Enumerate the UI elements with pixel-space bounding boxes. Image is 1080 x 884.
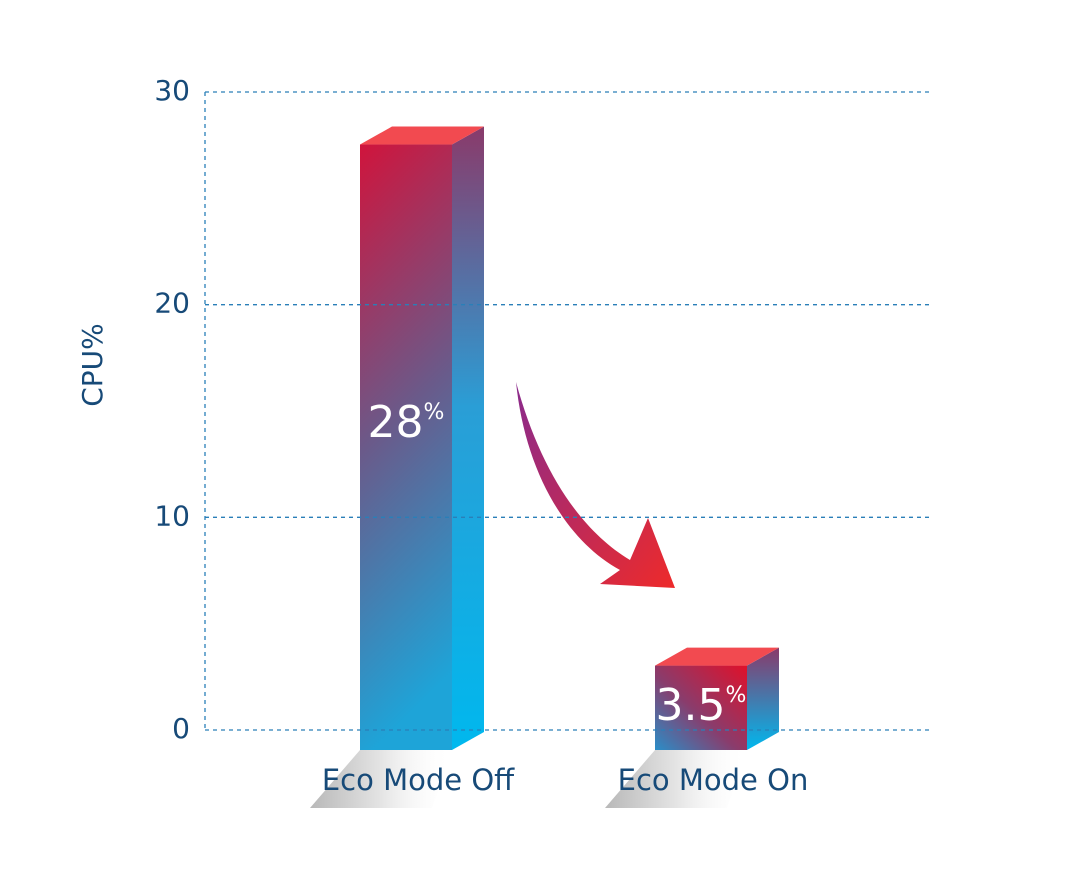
decrease-arrow [516,382,675,588]
x-tick-label: Eco Mode Off [322,763,515,797]
y-tick-label: 0 [172,712,190,745]
value-label: 28% [368,397,445,448]
bar-front [655,665,747,750]
bar-top [360,126,484,145]
x-tick-label: Eco Mode On [618,763,809,797]
bar-side [452,126,484,751]
bar-shadow [605,750,747,808]
bar-shadow [310,750,452,808]
y-axis-label: CPU% [76,323,109,407]
value-label: 3.5% [656,680,747,731]
y-tick-label: 10 [154,499,190,532]
y-tick-label: 20 [154,287,190,320]
bar [360,126,484,751]
bar-front [360,144,452,751]
bar-side [747,647,779,750]
bar [655,647,779,750]
y-tick-label: 30 [154,74,190,107]
bar-top [655,647,779,666]
